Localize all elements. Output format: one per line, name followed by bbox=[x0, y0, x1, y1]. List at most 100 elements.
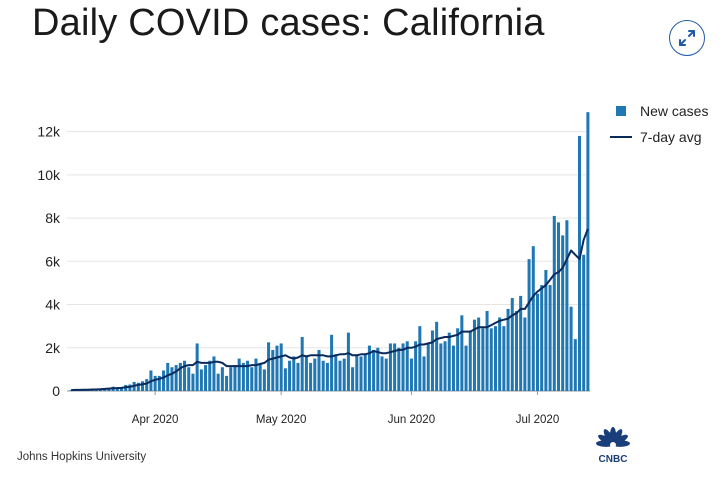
bar-new-cases bbox=[275, 345, 279, 391]
bar-new-cases bbox=[481, 328, 485, 391]
bar-new-cases bbox=[367, 345, 371, 391]
bar-new-cases bbox=[292, 356, 296, 391]
bar-new-cases bbox=[170, 367, 174, 391]
bar-new-cases bbox=[187, 367, 191, 391]
y-tick-label: 12k bbox=[37, 124, 61, 140]
x-tick-label: Jun 2020 bbox=[388, 414, 435, 426]
bar-new-cases bbox=[346, 332, 350, 391]
bar-new-cases bbox=[199, 369, 203, 391]
expand-button[interactable] bbox=[669, 20, 705, 56]
bar-new-cases bbox=[464, 345, 468, 391]
bar-new-cases bbox=[120, 387, 124, 391]
x-tick-label: Jul 2020 bbox=[516, 414, 559, 426]
bar-new-cases bbox=[183, 360, 187, 391]
source-credit: Johns Hopkins University bbox=[17, 451, 147, 463]
bar-new-cases bbox=[544, 269, 548, 391]
bar-new-cases bbox=[204, 365, 208, 391]
bar-new-cases bbox=[531, 246, 535, 391]
y-tick-label: 10k bbox=[37, 167, 61, 183]
bar-new-cases bbox=[321, 360, 325, 391]
bar-new-cases bbox=[527, 259, 531, 391]
bar-new-cases bbox=[498, 317, 502, 391]
bar-new-cases bbox=[502, 326, 506, 391]
bar-new-cases bbox=[577, 135, 582, 391]
bar-new-cases bbox=[342, 358, 346, 391]
bar-new-cases bbox=[313, 358, 317, 391]
bar-new-cases bbox=[233, 365, 237, 391]
bar-new-cases bbox=[166, 362, 170, 391]
bar-new-cases bbox=[439, 343, 443, 391]
bar-new-cases bbox=[283, 368, 287, 391]
bar-new-cases bbox=[489, 328, 493, 391]
new-cases-bars bbox=[69, 112, 590, 392]
expand-icon bbox=[679, 30, 695, 46]
bar-new-cases bbox=[456, 328, 460, 391]
bar-new-cases bbox=[195, 343, 199, 391]
bar-new-cases bbox=[540, 285, 544, 391]
bar-new-cases bbox=[145, 379, 149, 391]
bar-new-cases bbox=[405, 341, 409, 391]
bar-new-cases bbox=[380, 356, 384, 391]
bar-new-cases bbox=[451, 345, 455, 391]
bar-new-cases bbox=[241, 362, 245, 391]
bar-new-cases bbox=[426, 343, 430, 391]
y-tick-label: 2k bbox=[45, 340, 61, 356]
bar-new-cases bbox=[372, 349, 376, 391]
bar-new-cases bbox=[288, 360, 292, 391]
bar-new-cases bbox=[573, 339, 577, 391]
cnbc-logo: CNBC bbox=[587, 422, 639, 465]
bar-new-cases bbox=[418, 326, 422, 391]
bar-new-cases bbox=[317, 349, 321, 391]
bar-new-cases bbox=[460, 315, 464, 391]
bar-new-cases bbox=[519, 295, 523, 391]
bar-new-cases bbox=[229, 367, 233, 391]
bar-new-cases bbox=[162, 370, 166, 391]
bar-new-cases bbox=[300, 336, 304, 391]
bar-new-cases bbox=[506, 308, 510, 391]
bar-new-cases bbox=[191, 373, 195, 391]
bar-new-cases bbox=[393, 343, 397, 391]
bar-new-cases bbox=[174, 365, 178, 391]
bar-new-cases bbox=[141, 381, 145, 391]
bar-new-cases bbox=[510, 298, 514, 391]
x-tick-label: Apr 2020 bbox=[132, 414, 179, 426]
legend-label-new-cases: New cases bbox=[640, 103, 708, 119]
bar-new-cases bbox=[397, 347, 401, 391]
bar-new-cases bbox=[220, 367, 224, 391]
bar-new-cases bbox=[409, 358, 413, 391]
bar-new-cases bbox=[414, 341, 418, 391]
bar-new-cases bbox=[309, 362, 313, 391]
y-tick-label: 8k bbox=[45, 210, 61, 226]
bar-new-cases bbox=[237, 358, 241, 391]
bar-new-cases bbox=[351, 367, 355, 391]
bar-new-cases bbox=[271, 349, 275, 391]
seven-day-avg-line-group bbox=[71, 228, 589, 392]
bar-new-cases bbox=[548, 285, 552, 391]
bar-new-cases bbox=[376, 347, 380, 391]
bar-new-cases bbox=[472, 319, 476, 391]
bar-new-cases bbox=[565, 220, 569, 391]
bar-new-cases bbox=[485, 311, 489, 391]
bar-new-cases bbox=[338, 360, 342, 391]
bar-new-cases bbox=[384, 358, 388, 391]
logo-wordmark: CNBC bbox=[599, 454, 628, 464]
bar-new-cases bbox=[258, 362, 262, 391]
bar-new-cases bbox=[401, 343, 405, 391]
bar-new-cases bbox=[296, 362, 300, 391]
bar-new-cases bbox=[535, 293, 539, 391]
y-tick-label: 4k bbox=[45, 297, 61, 313]
y-tick-label: 6k bbox=[45, 253, 61, 269]
bar-new-cases bbox=[586, 112, 590, 392]
bar-new-cases bbox=[279, 343, 283, 391]
legend: New cases 7-day avg bbox=[610, 103, 708, 145]
bar-new-cases bbox=[136, 382, 140, 391]
bar-new-cases bbox=[556, 222, 561, 391]
bar-new-cases bbox=[443, 341, 447, 391]
bar-new-cases bbox=[561, 235, 565, 391]
y-tick-label: 0 bbox=[52, 383, 60, 399]
bar-new-cases bbox=[325, 362, 329, 391]
bar-new-cases bbox=[388, 343, 392, 391]
bar-new-cases bbox=[157, 375, 161, 391]
bar-new-cases bbox=[69, 390, 73, 391]
